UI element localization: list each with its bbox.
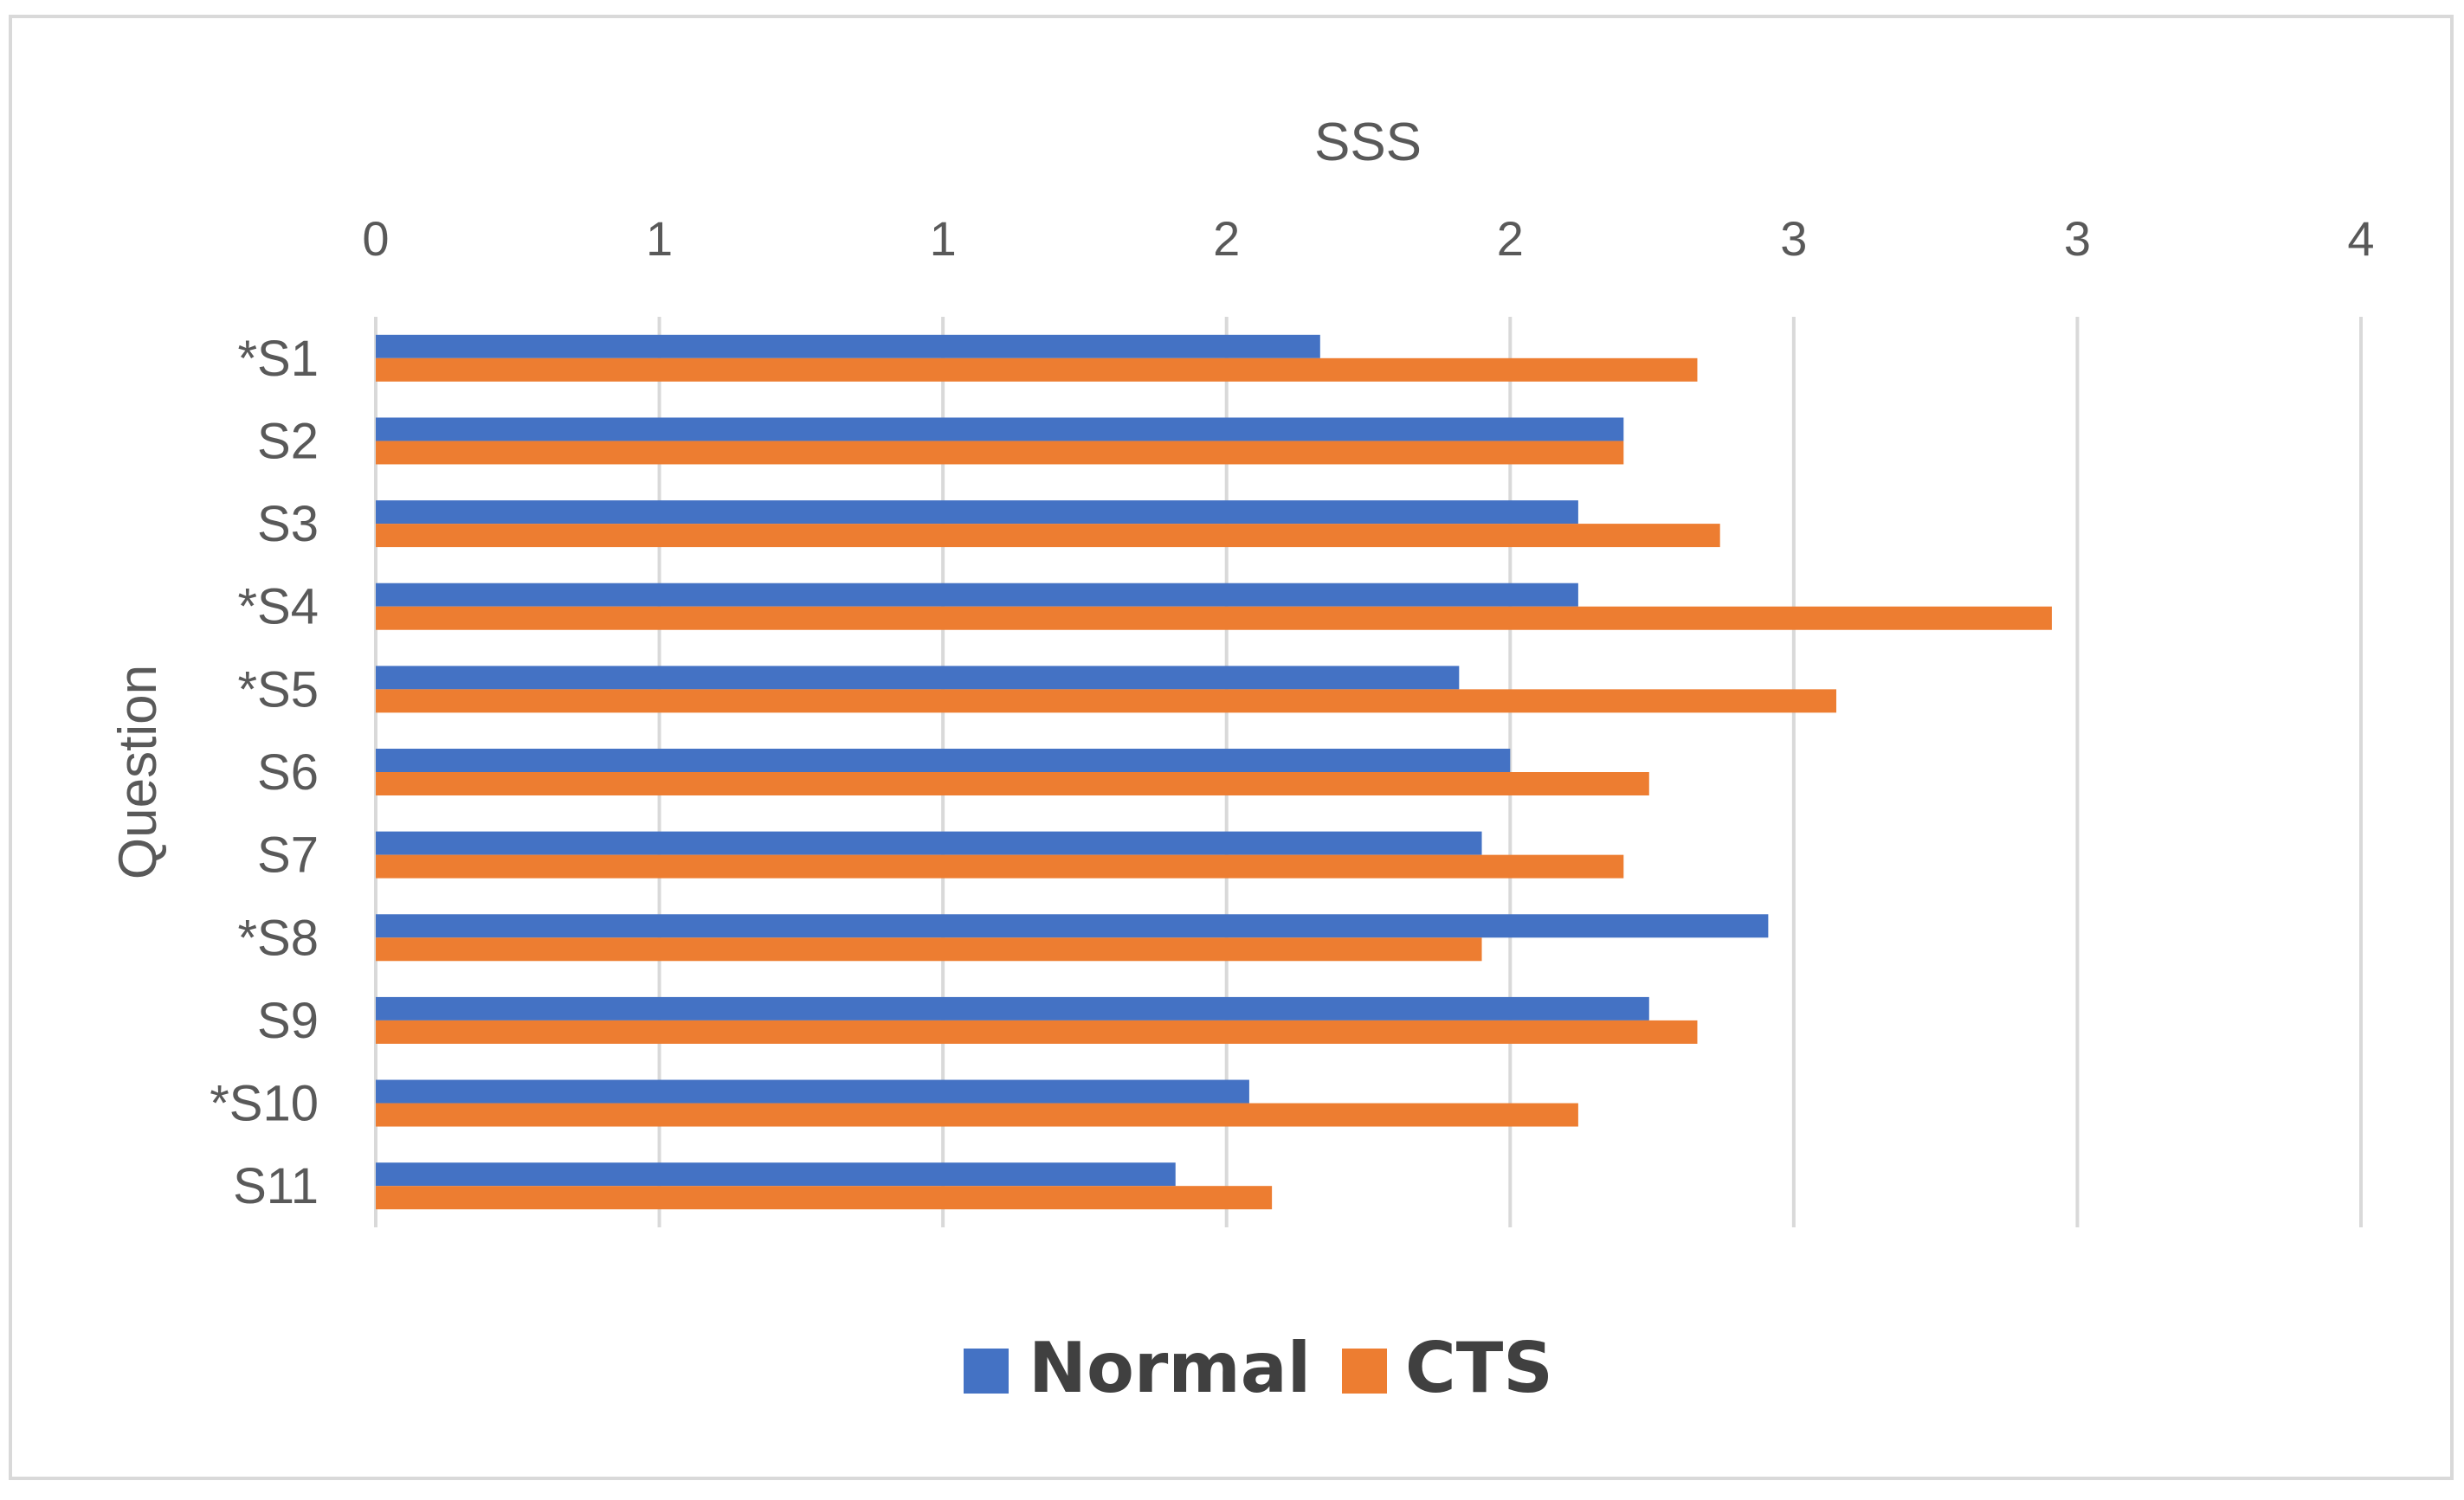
- y-tick-label: S3: [257, 496, 319, 552]
- legend-label-normal: Normal: [1029, 1328, 1311, 1408]
- legend-swatch-normal: [964, 1349, 1009, 1394]
- y-tick-label: *S5: [237, 661, 319, 718]
- bars: [376, 334, 2052, 1210]
- y-tick-labels: *S1 S2 S3 *S4 *S5 S6 S7 *S8 S9 *S10 S11: [210, 331, 319, 1214]
- y-tick-label: S11: [233, 1158, 319, 1214]
- legend-label-cts: CTS: [1405, 1328, 1553, 1408]
- bar-cts-star-s5: [376, 689, 1836, 713]
- bar-cts-s3: [376, 524, 1720, 548]
- bar-cts-star-s8: [376, 937, 1482, 962]
- y-tick-label: *S10: [210, 1076, 319, 1132]
- bar-cts-star-s1: [376, 357, 1698, 382]
- bar-cts-s6: [376, 772, 1649, 795]
- x-tick-label: 0: [362, 211, 389, 266]
- bar-cts-star-s10: [376, 1103, 1578, 1127]
- y-tick-label: *S8: [237, 910, 319, 966]
- x-tick-label: 1: [930, 211, 957, 266]
- legend-swatch-cts: [1342, 1349, 1387, 1394]
- bar-normal-s11: [376, 1162, 1176, 1187]
- bar-cts-star-s4: [376, 606, 2052, 630]
- bar-normal-s9: [376, 996, 1649, 1020]
- x-tick-label: 2: [1213, 211, 1240, 266]
- y-tick-label: S9: [257, 993, 319, 1049]
- bar-normal-s6: [376, 749, 1511, 772]
- y-tick-label: S6: [257, 744, 319, 801]
- bar-normal-s7: [376, 831, 1482, 855]
- bar-normal-star-s1: [376, 334, 1320, 358]
- bar-normal-star-s8: [376, 914, 1769, 938]
- x-axis-title: SSS: [1314, 113, 1422, 172]
- bar-cts-s11: [376, 1186, 1273, 1210]
- bar-normal-star-s5: [376, 666, 1460, 690]
- bar-normal-s2: [376, 417, 1624, 441]
- y-axis-title: Question: [108, 665, 168, 879]
- bar-normal-star-s10: [376, 1079, 1249, 1104]
- x-tick-label: 1: [646, 211, 673, 266]
- x-tick-label: 3: [2064, 211, 2091, 266]
- y-tick-label: S2: [257, 413, 319, 469]
- bar-normal-star-s4: [376, 583, 1578, 607]
- x-tick-label: 4: [2347, 211, 2374, 266]
- chart-frame: [9, 15, 2454, 1480]
- y-tick-label: *S1: [237, 331, 319, 387]
- bar-cts-s2: [376, 441, 1624, 465]
- bar-cts-s7: [376, 854, 1624, 879]
- bar-normal-s3: [376, 500, 1578, 525]
- y-tick-label: *S4: [237, 579, 319, 635]
- x-tick-label: 3: [1780, 211, 1807, 266]
- x-tick-labels: 0 1 1 2 2 3 3 4: [362, 211, 2374, 266]
- x-tick-label: 2: [1497, 211, 1524, 266]
- bar-cts-s9: [376, 1020, 1698, 1044]
- y-tick-label: S7: [257, 827, 319, 884]
- legend: Normal CTS: [964, 1328, 1553, 1408]
